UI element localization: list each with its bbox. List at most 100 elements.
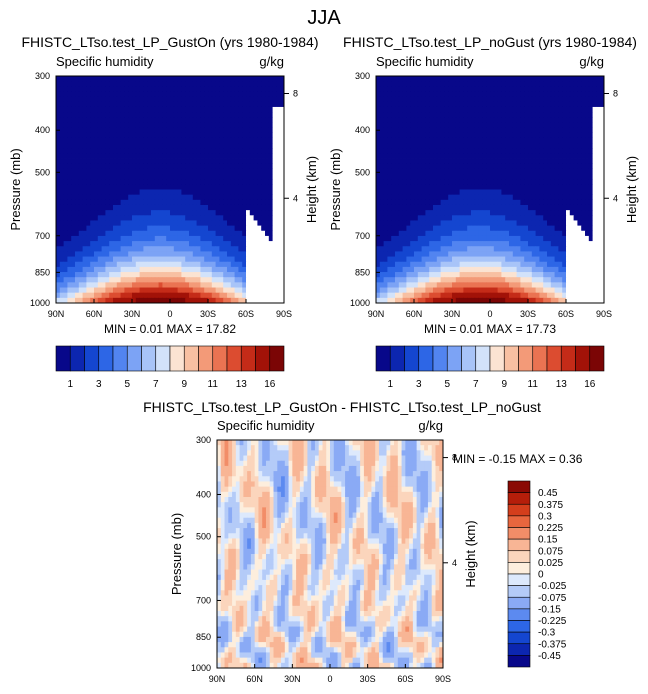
field-cell	[280, 194, 285, 201]
field-cell	[276, 246, 281, 252]
field-cell	[490, 189, 495, 196]
field-cell	[154, 86, 159, 92]
field-cell	[147, 163, 152, 170]
field-cell	[215, 76, 220, 82]
field-cell	[75, 220, 80, 227]
field-cell	[234, 76, 239, 82]
field-cell	[562, 220, 567, 227]
field-cell	[154, 106, 159, 113]
field-cell	[128, 137, 133, 144]
field-cell	[242, 287, 247, 294]
field-cell	[497, 158, 502, 165]
field-cell	[272, 292, 277, 299]
field-cell	[151, 297, 156, 304]
field-cell	[497, 153, 502, 159]
field-cell	[554, 210, 559, 216]
field-cell	[573, 215, 578, 221]
field-cell	[478, 106, 483, 113]
field-cell	[101, 91, 106, 98]
field-cell	[421, 163, 426, 170]
field-cell	[200, 204, 205, 211]
field-cell	[482, 91, 487, 98]
field-cell	[234, 220, 239, 227]
field-cell	[600, 189, 605, 196]
field-cell	[162, 251, 167, 257]
field-cell	[395, 184, 400, 190]
field-cell	[238, 256, 243, 263]
field-cell	[493, 106, 498, 113]
field-cell	[90, 168, 95, 175]
field-cell	[581, 215, 586, 221]
field-cell	[158, 148, 163, 154]
field-cell	[105, 292, 110, 299]
field-cell	[550, 220, 555, 227]
field-cell	[512, 137, 517, 144]
field-cell	[132, 96, 137, 103]
field-cell	[550, 179, 555, 185]
field-cell	[196, 91, 201, 98]
field-cell	[505, 230, 510, 237]
field-cell	[211, 76, 216, 82]
field-cell	[249, 96, 254, 103]
field-cell	[113, 76, 118, 82]
field-cell	[471, 246, 476, 252]
field-cell	[531, 163, 536, 170]
field-cell	[486, 246, 491, 252]
field-cell	[592, 225, 597, 232]
field-cell	[86, 122, 91, 128]
field-cell	[208, 297, 213, 304]
field-cell	[192, 210, 197, 216]
field-cell	[436, 199, 441, 206]
field-cell	[246, 96, 251, 103]
field-cell	[535, 184, 540, 190]
field-cell	[402, 76, 407, 82]
field-cell	[246, 266, 251, 273]
field-cell	[280, 143, 285, 149]
field-cell	[56, 137, 61, 144]
field-cell	[600, 101, 605, 108]
field-cell	[391, 101, 396, 108]
field-cell	[170, 163, 175, 170]
field-cell	[147, 184, 152, 190]
field-cell	[414, 251, 419, 257]
field-cell	[192, 199, 197, 206]
field-cell	[196, 137, 201, 144]
field-cell	[440, 220, 445, 227]
field-cell	[379, 194, 384, 201]
field-cell	[78, 81, 83, 87]
field-cell	[497, 215, 502, 221]
field-cell	[539, 158, 544, 165]
field-cell	[173, 158, 178, 165]
field-cell	[474, 86, 479, 92]
field-cell	[192, 153, 197, 159]
field-cell	[170, 106, 175, 113]
field-cell	[113, 230, 118, 237]
field-cell	[573, 112, 578, 118]
field-cell	[105, 163, 110, 170]
field-cell	[185, 143, 190, 149]
field-cell	[554, 117, 559, 123]
field-cell	[280, 199, 285, 206]
field-cell	[185, 246, 190, 252]
field-cell	[474, 184, 479, 190]
field-cell	[90, 256, 95, 263]
field-cell	[124, 282, 129, 288]
field-cell	[383, 122, 388, 128]
field-cell	[474, 106, 479, 113]
field-cell	[402, 153, 407, 159]
field-cell	[402, 179, 407, 185]
field-cell	[528, 127, 533, 134]
field-cell	[196, 292, 201, 299]
field-cell	[200, 282, 205, 288]
x-tick-label: 90N	[48, 309, 65, 319]
field-cell	[547, 127, 552, 134]
field-cell	[414, 101, 419, 108]
field-cell	[143, 163, 148, 170]
field-cell	[554, 189, 559, 196]
field-cell	[158, 287, 163, 294]
field-cell	[539, 86, 544, 92]
field-cell	[253, 106, 258, 113]
field-cell	[402, 256, 407, 263]
field-cell	[75, 297, 80, 304]
field-cell	[75, 251, 80, 257]
